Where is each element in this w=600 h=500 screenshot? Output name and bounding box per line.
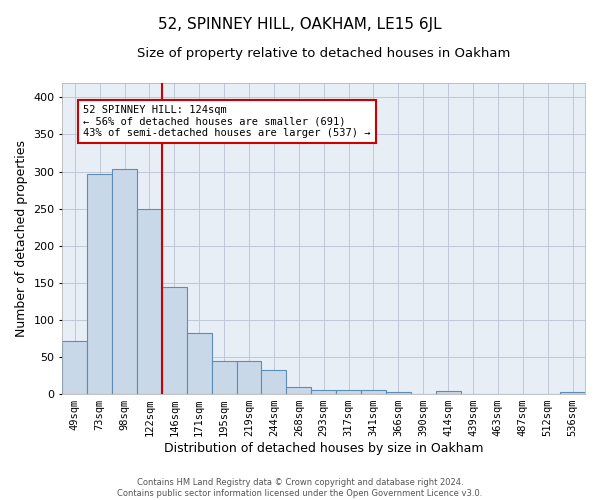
Bar — [236, 362, 262, 394]
Bar — [187, 332, 212, 394]
Bar — [212, 360, 236, 394]
Bar — [336, 390, 361, 394]
Bar — [112, 168, 137, 394]
Text: Contains HM Land Registry data © Crown copyright and database right 2024.
Contai: Contains HM Land Registry data © Crown c… — [118, 478, 482, 498]
X-axis label: Distribution of detached houses by size in Oakham: Distribution of detached houses by size … — [164, 442, 484, 455]
Bar — [162, 288, 187, 394]
Bar — [361, 390, 386, 394]
Bar — [62, 340, 87, 394]
Bar — [87, 174, 112, 394]
Bar — [386, 392, 411, 394]
Text: 52 SPINNEY HILL: 124sqm
← 56% of detached houses are smaller (691)
43% of semi-d: 52 SPINNEY HILL: 124sqm ← 56% of detache… — [83, 105, 371, 138]
Bar — [311, 390, 336, 394]
Y-axis label: Number of detached properties: Number of detached properties — [15, 140, 28, 337]
Title: Size of property relative to detached houses in Oakham: Size of property relative to detached ho… — [137, 48, 511, 60]
Bar — [286, 388, 311, 394]
Bar — [560, 392, 585, 394]
Bar — [137, 210, 162, 394]
Bar — [436, 391, 461, 394]
Text: 52, SPINNEY HILL, OAKHAM, LE15 6JL: 52, SPINNEY HILL, OAKHAM, LE15 6JL — [158, 18, 442, 32]
Bar — [262, 370, 286, 394]
